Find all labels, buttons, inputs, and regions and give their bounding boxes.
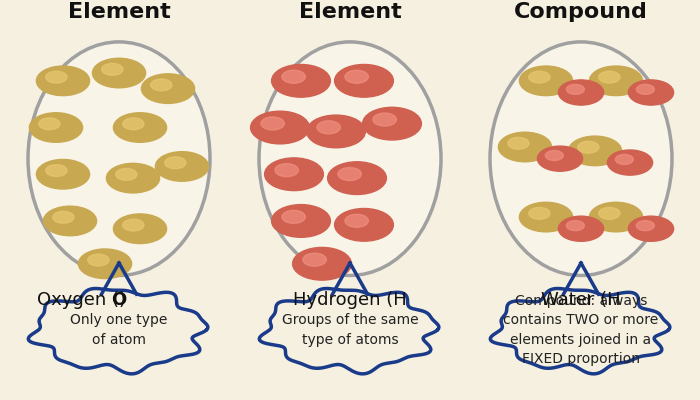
Text: ): )	[119, 291, 126, 309]
Text: O: O	[111, 291, 127, 309]
Circle shape	[282, 70, 305, 83]
Circle shape	[275, 164, 298, 177]
Circle shape	[282, 210, 305, 224]
Circle shape	[498, 132, 552, 162]
Circle shape	[636, 84, 655, 94]
Circle shape	[164, 157, 186, 169]
Circle shape	[38, 118, 60, 130]
Circle shape	[335, 208, 393, 241]
Circle shape	[559, 216, 603, 241]
Circle shape	[528, 208, 550, 219]
Circle shape	[251, 111, 309, 144]
Circle shape	[519, 66, 573, 96]
Circle shape	[116, 168, 137, 180]
Circle shape	[629, 216, 673, 241]
Circle shape	[36, 66, 90, 96]
Circle shape	[508, 137, 529, 149]
Ellipse shape	[259, 42, 441, 276]
Text: Element: Element	[299, 2, 401, 22]
Circle shape	[545, 150, 564, 160]
Circle shape	[589, 202, 643, 232]
Circle shape	[92, 58, 146, 88]
Circle shape	[155, 152, 209, 181]
Text: Compound: always
contains TWO or more
elements joined in a
FIXED proportion: Compound: always contains TWO or more el…	[503, 294, 659, 366]
Circle shape	[317, 121, 340, 134]
Circle shape	[335, 64, 393, 97]
Circle shape	[566, 84, 584, 94]
Circle shape	[272, 205, 330, 237]
Circle shape	[43, 206, 97, 236]
Circle shape	[265, 158, 323, 190]
Circle shape	[578, 141, 599, 153]
Circle shape	[589, 66, 643, 96]
Circle shape	[29, 113, 83, 142]
Circle shape	[293, 248, 351, 280]
Circle shape	[538, 146, 582, 171]
Circle shape	[345, 70, 368, 83]
Circle shape	[608, 150, 652, 175]
Circle shape	[328, 162, 386, 194]
Circle shape	[46, 71, 67, 83]
Circle shape	[566, 220, 584, 231]
Circle shape	[261, 117, 284, 130]
Circle shape	[122, 118, 144, 130]
Text: Oxygen (: Oxygen (	[37, 291, 119, 309]
Circle shape	[303, 253, 326, 266]
Circle shape	[46, 165, 67, 176]
Circle shape	[78, 249, 132, 278]
Circle shape	[559, 80, 603, 105]
Text: Groups of the same
type of atoms: Groups of the same type of atoms	[281, 313, 419, 347]
Circle shape	[528, 71, 550, 83]
Ellipse shape	[490, 42, 672, 276]
Circle shape	[122, 219, 144, 231]
Circle shape	[150, 79, 172, 91]
Circle shape	[363, 107, 421, 140]
Circle shape	[598, 208, 620, 219]
Circle shape	[598, 71, 620, 83]
Circle shape	[519, 202, 573, 232]
Circle shape	[52, 211, 74, 223]
Circle shape	[615, 154, 634, 164]
Circle shape	[102, 64, 123, 75]
Text: Water (H: Water (H	[541, 291, 621, 309]
Circle shape	[113, 113, 167, 142]
Circle shape	[106, 163, 160, 193]
Circle shape	[636, 220, 655, 231]
Circle shape	[113, 214, 167, 244]
Circle shape	[307, 115, 365, 148]
Text: Element: Element	[68, 2, 170, 22]
Circle shape	[568, 136, 622, 166]
Circle shape	[88, 254, 109, 266]
Circle shape	[629, 80, 673, 105]
Text: Compound: Compound	[514, 2, 648, 22]
Circle shape	[373, 113, 396, 126]
Circle shape	[272, 64, 330, 97]
Ellipse shape	[28, 42, 210, 276]
Circle shape	[338, 168, 361, 180]
Text: Hydrogen (H: Hydrogen (H	[293, 291, 407, 309]
Circle shape	[36, 160, 90, 189]
Circle shape	[345, 214, 368, 227]
Text: Only one type
of atom: Only one type of atom	[70, 313, 168, 347]
Circle shape	[141, 74, 195, 103]
